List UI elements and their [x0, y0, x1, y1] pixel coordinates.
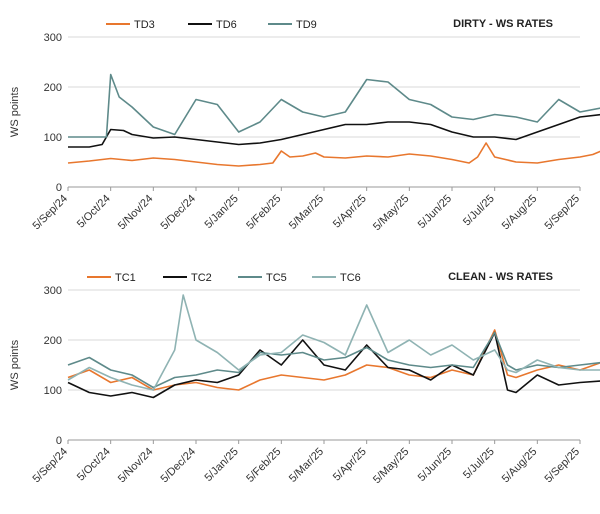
x-tick-label: 5/Apr/25	[331, 193, 369, 231]
series-line-tc5	[67, 331, 600, 389]
x-tick-label: 5/Jul/25	[461, 193, 497, 229]
x-tick-label: 5/May/25	[371, 446, 411, 486]
series-line-td3	[67, 142, 600, 167]
y-tick-label: 100	[44, 385, 62, 397]
x-tick-label: 5/Mar/25	[287, 446, 326, 485]
legend-label-tc2: TC2	[191, 272, 212, 284]
chart-title: CLEAN - WS RATES	[448, 271, 553, 283]
x-tick-label: 5/Sep/25	[542, 193, 582, 233]
legend-label-tc5: TC5	[266, 272, 287, 284]
series-line-td9	[68, 73, 600, 138]
x-tick-label: 5/Sep/24	[30, 193, 70, 233]
x-tick-label: 5/Oct/24	[75, 193, 113, 231]
x-tick-label: 5/Dec/24	[159, 193, 199, 233]
x-tick-label: 5/Jul/25	[461, 446, 497, 482]
x-tick-label: 5/Feb/25	[244, 193, 283, 232]
x-tick-label: 5/Nov/24	[116, 446, 156, 486]
series-line-tc2	[67, 331, 600, 399]
legend-label-td6: TD6	[216, 19, 237, 31]
series-line-tc1	[67, 329, 600, 391]
y-tick-label: 200	[44, 335, 62, 347]
chart-title: DIRTY - WS RATES	[453, 18, 553, 30]
y-axis-title: WS points	[9, 339, 21, 390]
series-line-tc6	[67, 294, 600, 391]
x-tick-label: 5/Jun/25	[416, 193, 454, 231]
x-tick-label: 5/May/25	[371, 193, 411, 233]
x-tick-label: 5/Aug/25	[500, 446, 540, 486]
x-tick-label: 5/Mar/25	[287, 193, 326, 232]
x-tick-label: 5/Jan/25	[202, 193, 240, 231]
x-tick-label: 5/Apr/25	[331, 446, 369, 484]
x-tick-label: 5/Nov/24	[116, 193, 156, 233]
x-tick-label: 5/Feb/25	[244, 446, 283, 485]
x-tick-label: 5/Aug/25	[500, 193, 540, 233]
y-tick-label: 100	[44, 132, 62, 144]
x-tick-label: 5/Dec/24	[159, 446, 199, 486]
x-tick-label: 5/Sep/25	[542, 446, 582, 486]
y-tick-label: 300	[44, 32, 62, 44]
y-tick-label: 0	[56, 182, 62, 194]
y-axis-title: WS points	[9, 86, 21, 137]
x-tick-label: 5/Jan/25	[202, 446, 240, 484]
y-tick-label: 300	[44, 285, 62, 297]
legend-label-td3: TD3	[134, 19, 155, 31]
chart-panel-1: 0 100 200 300 5/Sep/24 5/Oct/24 5/Nov/24 5/Dec/…	[9, 18, 600, 233]
y-tick-label: 200	[44, 82, 62, 94]
chart-panel-2: 0 100 200 300 5/Sep/24 5/Oct/24 5/Nov/24 5/Dec/…	[9, 271, 600, 486]
x-tick-label: 5/Jun/25	[416, 446, 454, 484]
legend-label-tc6: TC6	[340, 272, 361, 284]
legend-label-td9: TD9	[296, 19, 317, 31]
y-tick-label: 0	[56, 435, 62, 447]
x-tick-label: 5/Oct/24	[75, 446, 113, 484]
legend-label-tc1: TC1	[115, 272, 136, 284]
x-tick-label: 5/Sep/24	[30, 446, 70, 486]
series-line-td6	[68, 113, 600, 148]
